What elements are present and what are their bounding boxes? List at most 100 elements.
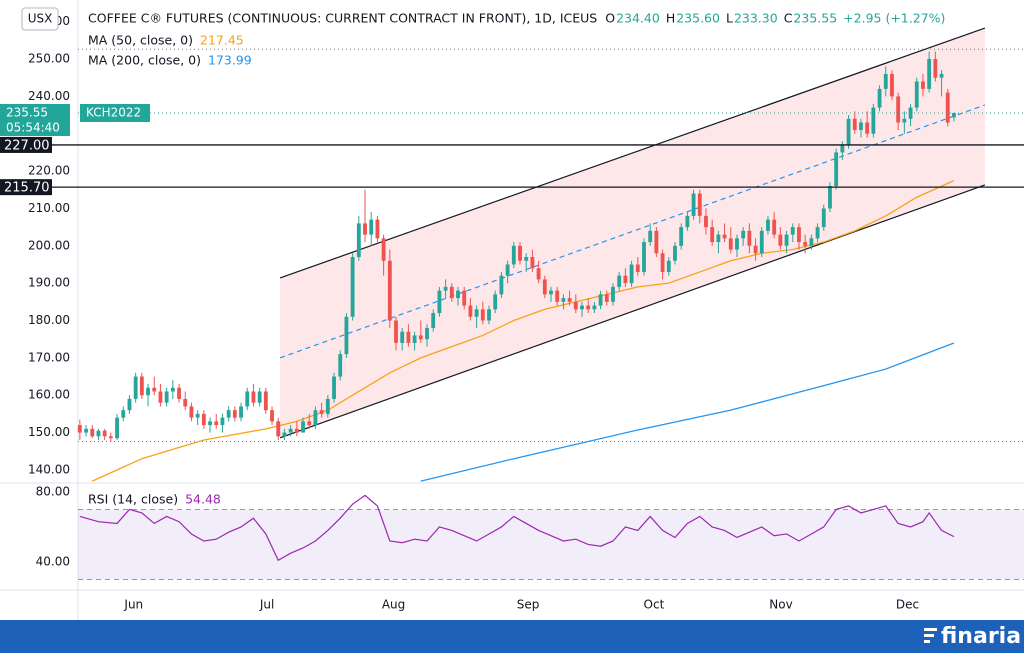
candle-body (716, 234, 721, 243)
candle-body (282, 432, 287, 437)
candle-body (623, 275, 628, 284)
candle-body (753, 245, 758, 254)
candle-body (518, 245, 522, 261)
candle-body (226, 410, 231, 418)
y-tick-label: 190.00 (28, 276, 70, 290)
ohlc-key: H (666, 11, 675, 26)
footer-bar (0, 620, 1024, 653)
candle-body (654, 230, 659, 254)
candle-body (846, 118, 851, 145)
candle-body (400, 331, 405, 343)
rsi-band (78, 509, 1024, 580)
candle-body (747, 230, 752, 246)
logo-bar (924, 640, 930, 643)
candle-body (84, 428, 88, 433)
candle-body (257, 391, 262, 403)
candle-body (766, 219, 770, 231)
candle-body (195, 413, 200, 418)
candle-body (406, 331, 411, 343)
candle-body (344, 316, 349, 355)
channel-lower (279, 184, 986, 439)
candle-body (251, 391, 256, 403)
candle-body (604, 294, 609, 302)
candle-body (177, 387, 181, 399)
candle-body (381, 238, 386, 261)
candle-body (890, 73, 894, 97)
y-tick-label: 210.00 (28, 201, 70, 215)
y-tick-label: 160.00 (28, 388, 70, 402)
candle-body (877, 88, 882, 108)
level-label-box (0, 179, 52, 196)
candle-body (536, 268, 541, 280)
candle-body (487, 309, 491, 321)
candle-body (325, 398, 330, 414)
x-tick-label: Jul (259, 598, 274, 612)
y-tick-label: 170.00 (28, 350, 70, 364)
candle-body (580, 305, 584, 310)
candle-body (425, 327, 429, 340)
contract-box (80, 103, 150, 122)
candle-body (208, 421, 212, 426)
candle-body (660, 253, 665, 272)
candle-body (511, 245, 516, 265)
ohlc-key: O (605, 11, 615, 26)
candle-body (313, 410, 318, 426)
candle-body (673, 245, 677, 261)
candle-body (189, 406, 194, 418)
candle-body (790, 227, 795, 235)
logo-bar (924, 628, 937, 631)
y-tick-label: 240.00 (28, 89, 70, 103)
candle-body (759, 230, 764, 254)
candle-body (288, 428, 293, 433)
x-tick-label: Jun (123, 598, 143, 612)
candle-body (152, 387, 157, 392)
candle-body (561, 298, 566, 302)
candle-body (555, 290, 560, 302)
candle-body (480, 309, 485, 321)
candle-body (133, 376, 138, 399)
ohlc-value: 233.30 (734, 11, 778, 26)
candle-body (921, 81, 925, 89)
candle-body (375, 219, 380, 239)
channel-middle (279, 104, 986, 359)
ohlc-key: C (784, 11, 793, 26)
rsi-line (79, 494, 955, 562)
y-tick-label: 140.00 (28, 462, 70, 476)
rsi-legend: RSI (14, close) (88, 492, 178, 507)
candle-body (828, 186, 832, 209)
candle-body (363, 223, 367, 235)
candle-body (617, 275, 622, 287)
y-tick-label: 180.00 (28, 313, 70, 327)
y-tick-label: 200.00 (28, 238, 70, 252)
candle-body (710, 227, 715, 243)
candle-body (474, 309, 479, 317)
candle-body (201, 413, 206, 426)
candle-body (635, 264, 640, 272)
candle-body (840, 144, 845, 153)
countdown: 05:54:40 (6, 120, 60, 134)
ma-value: 217.45 (200, 33, 244, 48)
candle-body (939, 73, 944, 78)
candle-body (598, 294, 603, 306)
candle-body (524, 257, 529, 261)
candle-body (127, 398, 132, 411)
candle-body (586, 305, 591, 310)
candle-body (338, 354, 343, 377)
candle-body (852, 118, 857, 130)
candle-body (319, 410, 324, 414)
rsi-value: 54.48 (185, 492, 221, 507)
unit-label: USX (28, 12, 53, 26)
candle-body (387, 260, 392, 321)
candle-body (115, 417, 119, 439)
candle-body (462, 290, 467, 306)
unit-box (21, 7, 59, 31)
ohlc-value: 234.40 (616, 11, 660, 26)
candle-body (735, 238, 739, 250)
candle-body (158, 391, 163, 403)
ohlc-key: L (726, 11, 733, 26)
brand: finaria (941, 624, 1021, 649)
ma-line (91, 180, 955, 482)
candle-body (77, 425, 82, 433)
y-tick-label: 150.00 (28, 425, 70, 439)
